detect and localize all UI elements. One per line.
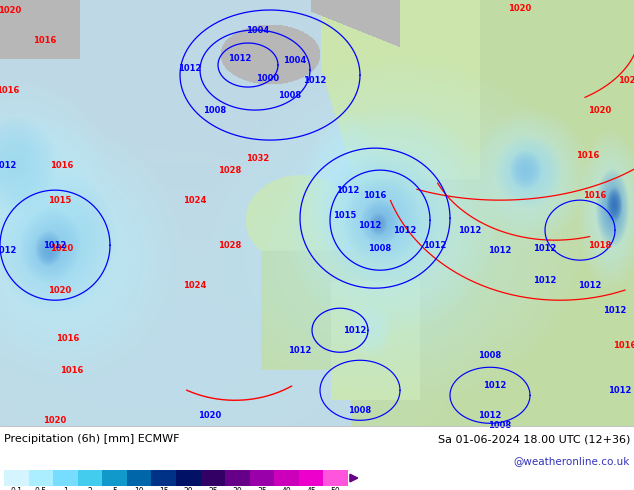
- Bar: [127, 470, 152, 486]
- Text: 1008: 1008: [488, 421, 512, 430]
- Bar: [53, 470, 78, 486]
- Text: 10: 10: [134, 487, 144, 490]
- Text: 1028: 1028: [218, 166, 242, 174]
- Text: 1008: 1008: [479, 351, 501, 360]
- Text: 1004: 1004: [247, 25, 269, 34]
- Text: 1012: 1012: [483, 381, 507, 390]
- Text: 1012: 1012: [533, 276, 557, 285]
- Text: 15: 15: [159, 487, 169, 490]
- Text: 1016: 1016: [56, 334, 80, 343]
- Bar: [275, 470, 299, 486]
- Text: 1032: 1032: [247, 153, 269, 163]
- Text: 1020: 1020: [588, 105, 612, 115]
- Text: 1012: 1012: [533, 244, 557, 253]
- Text: 1012: 1012: [0, 245, 16, 255]
- Bar: [323, 470, 348, 486]
- Bar: [152, 470, 176, 486]
- Text: 1016: 1016: [613, 341, 634, 350]
- Bar: [299, 470, 323, 486]
- Text: 1012: 1012: [608, 386, 631, 395]
- Text: 1015: 1015: [333, 211, 357, 220]
- Text: Sa 01-06-2024 18.00 UTC (12+36): Sa 01-06-2024 18.00 UTC (12+36): [437, 434, 630, 444]
- Text: 1012: 1012: [604, 306, 626, 315]
- Text: 5: 5: [112, 487, 117, 490]
- Bar: [250, 470, 275, 486]
- Text: 20: 20: [183, 487, 193, 490]
- Text: 2: 2: [87, 487, 93, 490]
- Text: 45: 45: [306, 487, 316, 490]
- Text: 1016: 1016: [576, 150, 600, 160]
- Bar: [225, 470, 250, 486]
- Text: 1020: 1020: [618, 75, 634, 85]
- Text: 1000: 1000: [256, 74, 280, 82]
- Text: 1012: 1012: [303, 75, 327, 85]
- Text: 1024: 1024: [183, 196, 207, 205]
- Text: 1008: 1008: [349, 406, 372, 415]
- Text: 35: 35: [257, 487, 267, 490]
- Bar: [29, 470, 53, 486]
- Text: 1020: 1020: [508, 3, 532, 13]
- Text: 1016: 1016: [34, 36, 56, 45]
- Text: 1016: 1016: [50, 161, 74, 170]
- Text: 0.5: 0.5: [35, 487, 47, 490]
- Text: 1016: 1016: [583, 191, 607, 199]
- Text: 1020: 1020: [0, 5, 22, 15]
- Text: 1020: 1020: [50, 244, 74, 253]
- Text: 1012: 1012: [488, 245, 512, 255]
- Text: 1012: 1012: [458, 226, 482, 235]
- Text: 25: 25: [208, 487, 217, 490]
- Text: 1008: 1008: [204, 105, 226, 115]
- Text: 1015: 1015: [48, 196, 72, 205]
- Text: 1016: 1016: [60, 366, 84, 375]
- Text: 1012: 1012: [336, 186, 359, 195]
- Bar: [102, 470, 127, 486]
- Text: 1012: 1012: [228, 53, 252, 63]
- Text: 0.1: 0.1: [10, 487, 22, 490]
- Text: 1024: 1024: [183, 281, 207, 290]
- Text: 1008: 1008: [278, 91, 302, 99]
- Text: @weatheronline.co.uk: @weatheronline.co.uk: [514, 456, 630, 466]
- Text: 1012: 1012: [43, 241, 67, 250]
- Text: 50: 50: [331, 487, 340, 490]
- Text: 1018: 1018: [588, 241, 612, 250]
- Text: 1012: 1012: [578, 281, 602, 290]
- Text: Precipitation (6h) [mm] ECMWF: Precipitation (6h) [mm] ECMWF: [4, 434, 179, 444]
- Bar: [200, 470, 225, 486]
- Bar: [78, 470, 102, 486]
- Text: 1012: 1012: [478, 411, 501, 420]
- Text: 30: 30: [233, 487, 242, 490]
- Text: 1012: 1012: [344, 326, 366, 335]
- Text: 1012: 1012: [358, 220, 382, 230]
- Text: 1016: 1016: [363, 191, 387, 199]
- Bar: [176, 470, 200, 486]
- Text: 1012: 1012: [288, 346, 312, 355]
- Text: 1028: 1028: [218, 241, 242, 250]
- Text: 1020: 1020: [198, 411, 222, 420]
- Text: 40: 40: [281, 487, 292, 490]
- Text: 1004: 1004: [283, 55, 307, 65]
- Text: 1020: 1020: [48, 286, 72, 294]
- Text: 1012: 1012: [424, 241, 447, 250]
- Text: 1020: 1020: [43, 416, 67, 425]
- Text: 1012: 1012: [393, 226, 417, 235]
- Text: 1016: 1016: [0, 86, 20, 95]
- Text: 1012: 1012: [0, 161, 16, 170]
- Text: 1012: 1012: [178, 64, 202, 73]
- Text: 1: 1: [63, 487, 68, 490]
- Text: 1008: 1008: [368, 244, 392, 253]
- Bar: [4, 470, 29, 486]
